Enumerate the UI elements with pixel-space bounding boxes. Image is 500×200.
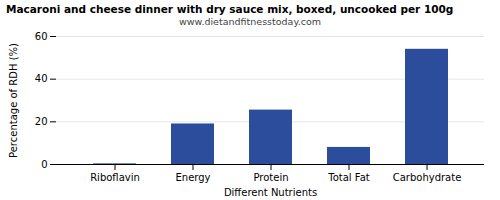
svg-text:60: 60 bbox=[35, 31, 48, 42]
svg-text:Total Fat: Total Fat bbox=[327, 172, 369, 183]
svg-text:Percentage of RDH (%): Percentage of RDH (%) bbox=[8, 43, 19, 158]
svg-text:Riboflavin: Riboflavin bbox=[90, 172, 140, 183]
svg-text:0: 0 bbox=[41, 159, 47, 170]
svg-text:40: 40 bbox=[35, 73, 48, 84]
svg-text:Energy: Energy bbox=[175, 172, 210, 183]
html-text:Macaroni and cheese dinner wit: Macaroni and cheese dinner with dry sauc… bbox=[6, 3, 454, 15]
svg-text:Different Nutrients: Different Nutrients bbox=[224, 187, 317, 198]
html-text:www.dietandfitnesstoday.com: www.dietandfitnesstoday.com bbox=[179, 16, 321, 27]
svg-text:Protein: Protein bbox=[253, 172, 288, 183]
svg-text:20: 20 bbox=[35, 116, 48, 127]
svg-text:Carbohydrate: Carbohydrate bbox=[393, 172, 462, 183]
